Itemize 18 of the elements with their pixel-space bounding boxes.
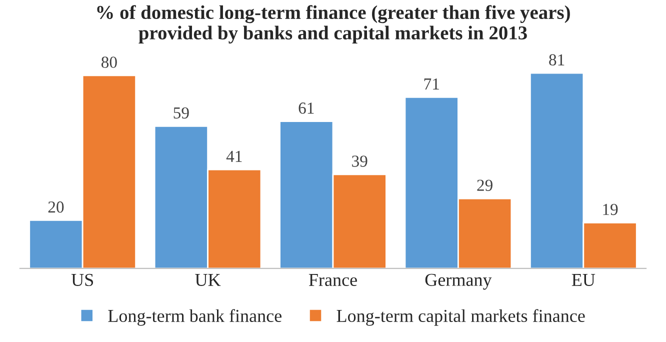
data-label: 81	[549, 54, 564, 66]
legend-label: Long-term capital markets finance	[336, 309, 585, 326]
data-label: 80	[101, 56, 117, 68]
x-tick-label: US	[71, 274, 94, 286]
x-tick-label: EU	[572, 274, 596, 286]
data-label: 29	[477, 180, 492, 191]
x-tick-label: Germany	[425, 274, 492, 290]
data-label: 71	[424, 78, 439, 90]
legend-label: Long-term bank finance	[108, 309, 282, 326]
data-label: 20	[48, 201, 64, 213]
x-tick-label: UK	[195, 274, 221, 286]
data-label: 59	[174, 107, 189, 119]
data-label: 19	[603, 204, 618, 216]
data-label: 41	[226, 150, 242, 162]
x-tick-label: France	[308, 274, 357, 286]
chart-title: % of domestic long-term finance (greater than five years) provided by banks and capital markets in 2013	[97, 5, 570, 44]
data-label: 39	[352, 156, 368, 167]
data-label: 61	[298, 102, 314, 114]
